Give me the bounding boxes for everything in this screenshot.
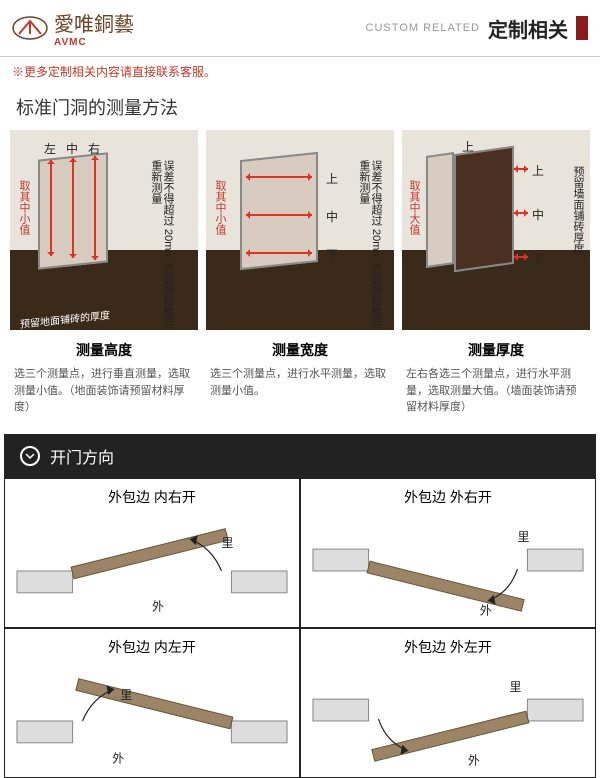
direction-label: 外包边 内右开 (13, 487, 291, 507)
svg-text:里: 里 (518, 530, 530, 544)
direction-label: 外包边 内左开 (13, 637, 291, 657)
direction-label: 外包边 外左开 (309, 637, 587, 657)
section-title: 标准门洞的测量方法 (0, 90, 600, 130)
diagram-width: 上 中 下 取其中小值 误差不得超过 20mm 否则需修整后重新测量 测量宽度 … (206, 130, 394, 416)
direction-cell: 外包边 内右开 里 外 (4, 478, 300, 628)
diagram-height-img: 左 中 右 取其中小值 误差不得超过 20mm 否则需修整后重新测量 预留地面铺… (10, 130, 198, 330)
brand-english: AVMC (54, 37, 134, 48)
direction-cell: 外包边 外左开 里 外 (300, 628, 596, 778)
diagram-thickness-img: 上 中 下 上 取其中大值 预留墙面铺砖厚度 (402, 130, 590, 330)
direction-header: 开门方向 (4, 434, 596, 478)
direction-title: 开门方向 (50, 444, 114, 468)
door-swing-diagram: 里 外 (309, 661, 587, 771)
diagram-title: 测量高度 (10, 330, 198, 366)
chevron-down-icon (20, 446, 40, 466)
logo-icon (12, 16, 48, 40)
diagram-thickness: 上 中 下 上 取其中大值 预留墙面铺砖厚度 测量厚度 左右各选三个测量点，进行… (402, 130, 590, 416)
direction-label: 外包边 外右开 (309, 487, 587, 507)
page-header: 愛唯銅藝 AVMC CUSTOM RELATED 定制相关 (0, 0, 600, 57)
diagram-title: 测量宽度 (206, 330, 394, 366)
diagram-width-img: 上 中 下 取其中小值 误差不得超过 20mm 否则需修整后重新测量 (206, 130, 394, 330)
diagram-desc: 选三个测量点，进行垂直测量，选取测量小值。（地面装饰请预留材料厚度） (10, 366, 198, 416)
diagram-height: 左 中 右 取其中小值 误差不得超过 20mm 否则需修整后重新测量 预留地面铺… (10, 130, 198, 416)
diagram-desc: 左右各选三个测量点，进行水平测量，选取测量大值。（墙面装饰请预留材料厚度） (402, 366, 590, 416)
custom-related-cn: 定制相关 (488, 14, 568, 43)
notice-text: ※更多定制相关内容请直接联系客服。 (0, 57, 600, 90)
svg-text:外: 外 (112, 751, 124, 765)
direction-cell: 外包边 外右开 里 外 (300, 478, 596, 628)
svg-text:里: 里 (120, 688, 132, 702)
door-swing-diagram: 里 外 (13, 661, 291, 771)
door-swing-diagram: 里 外 (309, 511, 587, 621)
svg-text:里: 里 (222, 536, 234, 550)
svg-text:里: 里 (510, 680, 522, 694)
door-swing-diagram: 里 外 (13, 511, 291, 621)
brand-chinese: 愛唯銅藝 (54, 8, 134, 37)
custom-related-en: CUSTOM RELATED (366, 22, 480, 34)
direction-cell: 外包边 内左开 里 外 (4, 628, 300, 778)
diagram-title: 测量厚度 (402, 330, 590, 366)
logo: 愛唯銅藝 AVMC (12, 8, 134, 48)
direction-grid: 外包边 内右开 里 外 外包边 外右开 里 外 外包边 内左开 (4, 478, 596, 778)
measurement-diagrams: 左 中 右 取其中小值 误差不得超过 20mm 否则需修整后重新测量 预留地面铺… (0, 130, 600, 416)
accent-bar (576, 16, 588, 40)
svg-text:外: 外 (480, 603, 492, 617)
svg-text:外: 外 (468, 753, 480, 767)
header-right: CUSTOM RELATED 定制相关 (366, 14, 588, 43)
svg-text:外: 外 (152, 599, 164, 613)
diagram-desc: 选三个测量点，进行水平测量，选取测量小值。 (206, 366, 394, 399)
